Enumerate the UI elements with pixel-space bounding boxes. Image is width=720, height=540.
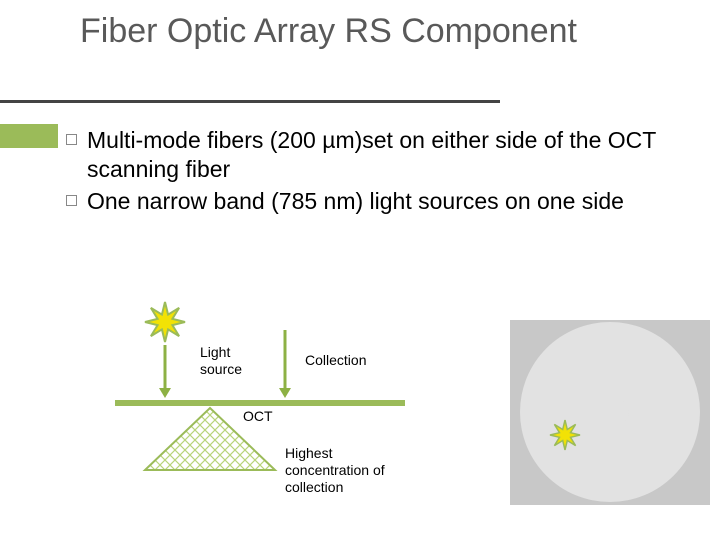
bullet-marker-icon (66, 134, 77, 145)
label-collection: Collection (305, 352, 366, 369)
list-item: One narrow band (785 nm) light sources o… (66, 187, 666, 216)
slide-title: Fiber Optic Array RS Component (0, 0, 720, 57)
label-highest: Highest concentration of collection (285, 445, 395, 495)
title-underline (0, 100, 500, 103)
list-item: Multi-mode fibers (200 µm)set on either … (66, 126, 666, 185)
bullet-text: One narrow band (785 nm) light sources o… (87, 187, 624, 216)
schematic-diagram: Light source Collection OCT Highest conc… (115, 300, 425, 500)
bullet-text: Multi-mode fibers (200 µm)set on either … (87, 126, 666, 185)
render-image (510, 320, 710, 505)
bullet-marker-icon (66, 195, 77, 206)
render-svg (510, 320, 710, 505)
accent-bar (0, 124, 58, 148)
bullet-list: Multi-mode fibers (200 µm)set on either … (66, 126, 666, 218)
label-oct: OCT (243, 408, 273, 425)
label-light-source: Light source (200, 344, 260, 378)
